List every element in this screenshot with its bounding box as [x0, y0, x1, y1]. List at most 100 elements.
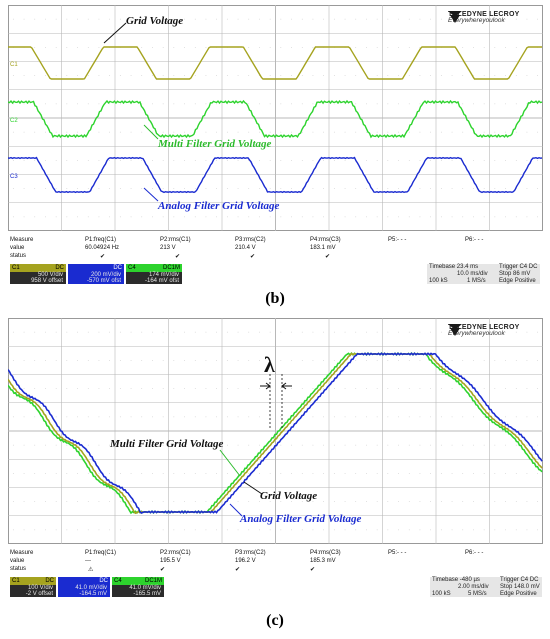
grid-dot — [451, 388, 453, 390]
grid-dot — [173, 103, 175, 105]
grid-dot — [526, 501, 528, 503]
grid-dot — [45, 159, 46, 161]
grid-dot — [194, 444, 196, 446]
grid-dot — [505, 388, 506, 390]
grid-dot — [259, 501, 260, 503]
grid-dot — [66, 416, 68, 418]
teledyne-logo-b: TELEDYNE LECROY Everywhereyoulook — [448, 11, 519, 25]
time-per-div: 10.0 ms/div — [457, 271, 488, 277]
grid-dot — [312, 188, 314, 190]
grid-dot — [333, 501, 335, 503]
grid-dot — [355, 529, 357, 531]
grid-dot — [537, 359, 539, 361]
grid-dot — [45, 472, 46, 474]
grid-dot — [237, 131, 239, 133]
grid-dot — [419, 46, 421, 48]
channel-c2-b[interactable]: DC 200 mV/div -570 mV ofst — [68, 264, 124, 284]
grid-dot — [419, 103, 421, 105]
grid-dot — [152, 46, 153, 48]
grid-dot — [77, 46, 78, 48]
grid-dot — [226, 529, 228, 531]
grid-dot — [505, 131, 506, 133]
grid-dot — [280, 18, 282, 20]
multi-filter-trace — [8, 99, 543, 139]
grid-dot — [312, 444, 314, 446]
grid-dot — [291, 188, 292, 190]
grid-dot — [226, 188, 228, 190]
grid-dot — [162, 388, 164, 390]
grid-dot — [376, 18, 378, 20]
grid-dot — [162, 359, 164, 361]
grid-dot — [269, 388, 271, 390]
grid-dot — [109, 159, 111, 161]
grid-dot — [494, 131, 496, 133]
grid-dot — [98, 216, 100, 218]
status-label: status — [10, 253, 27, 259]
grid-dot — [12, 131, 14, 133]
grid-dot — [398, 216, 399, 218]
grid-dot — [45, 131, 46, 133]
grid-dot — [398, 388, 399, 390]
grid-dot — [301, 159, 303, 161]
annotation-multi-filter-b: Multi Filter Grid Voltage — [158, 138, 272, 150]
channel-c1-c[interactable]: C1 DC 100 V/div -2 V offset — [10, 577, 56, 597]
grid-dot — [269, 501, 271, 503]
grid-dot — [152, 444, 153, 446]
grid-dot — [280, 131, 282, 133]
grid-dot — [312, 388, 314, 390]
grid-dot — [483, 188, 485, 190]
lambda-arrow-right — [281, 382, 292, 390]
grid-dot — [537, 501, 539, 503]
grid-dot — [34, 159, 36, 161]
grid-dot — [205, 131, 207, 133]
grid-dot — [55, 359, 57, 361]
scope-screen-b: C1 C2 C3 TELEDYNE LECROY Everywhereyoulook… — [8, 5, 543, 231]
grid-dot — [451, 472, 453, 474]
grid-dot — [462, 131, 464, 133]
grid-dot — [494, 46, 496, 48]
coupling-tag: DC1M — [162, 265, 180, 271]
p2-value: 195.5 V — [160, 558, 181, 564]
grid-dot — [355, 103, 357, 105]
grid-dot — [45, 501, 46, 503]
coupling-tag: DC — [99, 578, 108, 584]
grid-dot — [398, 188, 399, 190]
grid-dot — [526, 388, 528, 390]
timebase-panel-c[interactable]: Timebase -480 µs Trigger C4 DC 2.00 ms/d… — [430, 577, 542, 597]
grid-dot — [216, 359, 218, 361]
grid-dot — [34, 444, 36, 446]
channel-c4-b[interactable]: C4 DC1M 174 mV/div -164 mV ofst — [126, 264, 182, 284]
channel-c4-c[interactable]: C4 DC1M 41.0 mV/div -165.5 mV — [112, 577, 164, 597]
grid-dot — [408, 159, 410, 161]
grid-dot — [494, 18, 496, 20]
grid-dot — [473, 188, 474, 190]
grid-dot — [194, 188, 196, 190]
grid-dot — [291, 444, 292, 446]
grid-dot — [55, 216, 57, 218]
grid-dot — [248, 131, 250, 133]
grid-dot — [152, 75, 153, 77]
timebase-panel-b[interactable]: Timebase 23.4 ms Trigger C4 DC 10.0 ms/d… — [427, 264, 540, 284]
grid-dot — [152, 472, 153, 474]
grid-dot — [301, 472, 303, 474]
grid-dot — [483, 529, 485, 531]
grid-dot — [184, 359, 185, 361]
grid-dot — [184, 416, 185, 418]
grid-dot — [98, 159, 100, 161]
grid-dot — [323, 416, 325, 418]
grid-dot — [269, 529, 271, 531]
grid-dot — [387, 501, 389, 503]
grid-dot — [280, 46, 282, 48]
grid-dot — [259, 18, 260, 20]
channel-c2-c[interactable]: DC 41.0 mV/div -164.5 mV — [58, 577, 110, 597]
grid-dot — [269, 216, 271, 218]
grid-dot — [184, 388, 185, 390]
p3-name: P3:rms(C2) — [235, 550, 266, 556]
grid-dot — [216, 216, 218, 218]
grid-dot — [237, 75, 239, 77]
grid-dot — [184, 75, 185, 77]
grid-dot — [537, 188, 539, 190]
grid-dot — [526, 188, 528, 190]
channel-c1-b[interactable]: C1 DC 500 V/div 958 V offset — [10, 264, 66, 284]
grid-dot — [152, 216, 153, 218]
